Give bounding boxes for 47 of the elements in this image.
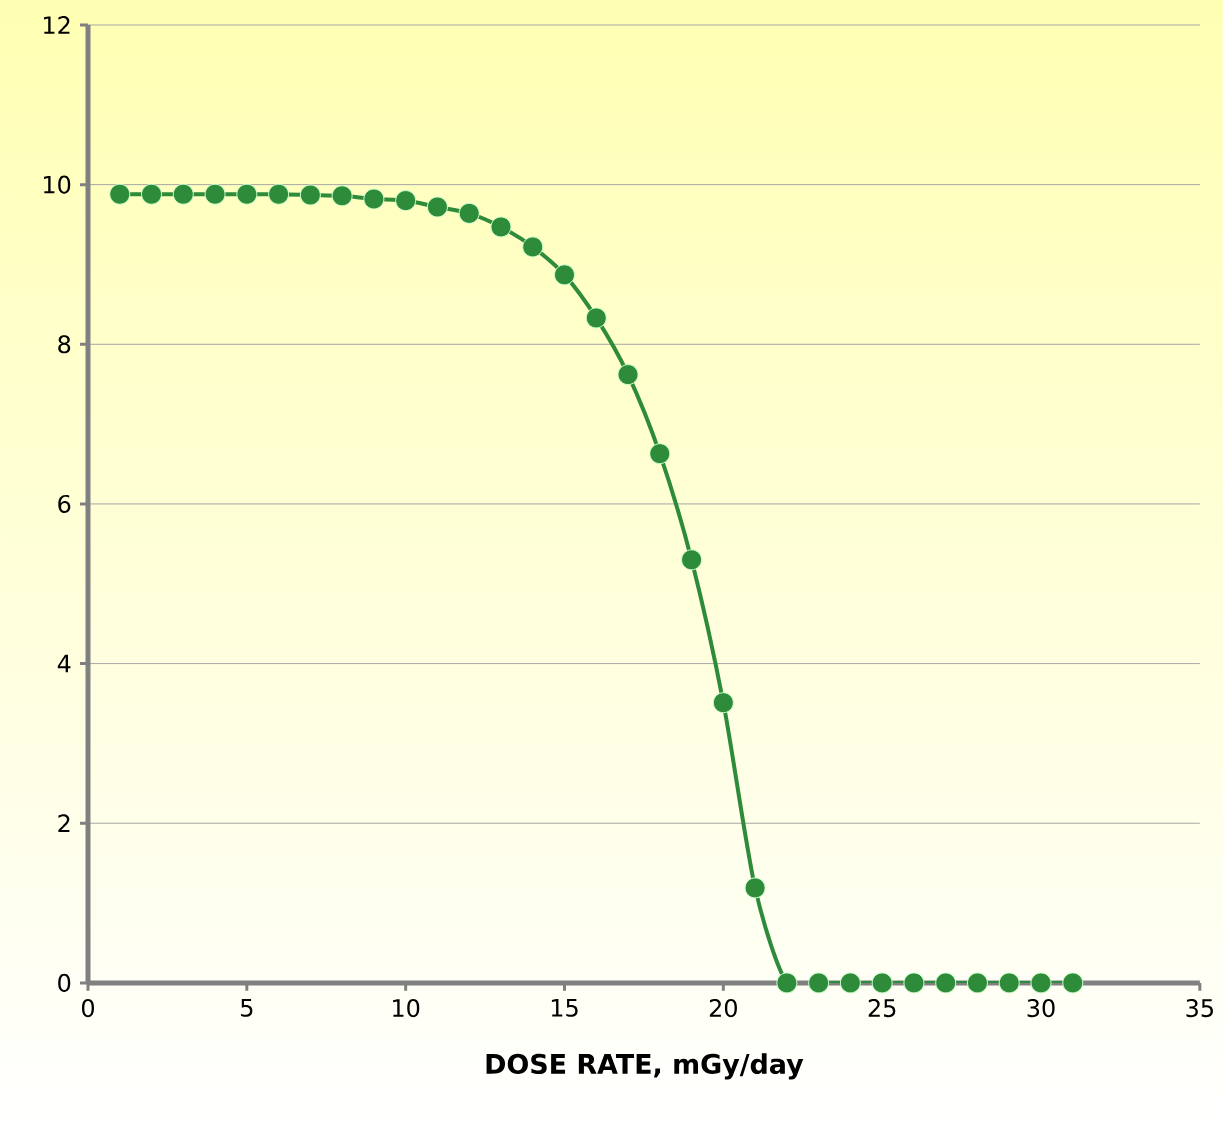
point: [1030, 972, 1052, 994]
point: [395, 190, 417, 212]
point: [331, 185, 353, 207]
point: [522, 236, 544, 258]
x-tick-label: 25: [868, 999, 896, 1018]
point: [744, 877, 766, 899]
point: [935, 972, 957, 994]
y-tick-label: 12: [44, 16, 70, 34]
x-axis-title: DOSE RATE, mGy/day: [486, 1053, 804, 1080]
point: [268, 183, 290, 205]
point: [617, 364, 639, 386]
point: [490, 216, 512, 238]
point: [712, 692, 734, 714]
x-tick-label: 35: [1186, 999, 1213, 1018]
point: [554, 264, 575, 286]
point: [681, 549, 703, 571]
y-tick-label: 0: [58, 973, 71, 992]
x-tick-label: 20: [709, 999, 737, 1018]
y-tick-label: 2: [58, 814, 70, 833]
x-tick-label: 0: [81, 999, 95, 1018]
x-tick-label: 10: [393, 999, 420, 1018]
x-tick-label: 15: [551, 999, 578, 1017]
point: [808, 972, 830, 994]
point: [903, 972, 925, 994]
point: [299, 184, 321, 206]
point: [172, 183, 194, 205]
x-tick-label: 5: [241, 999, 253, 1017]
point: [649, 443, 671, 465]
point: [966, 972, 988, 994]
point: [363, 188, 385, 210]
point: [839, 972, 861, 994]
point: [109, 183, 131, 205]
point: [426, 196, 448, 218]
y-tick-label: 10: [44, 175, 71, 194]
point: [871, 972, 893, 994]
x-tick-label: 30: [1027, 999, 1055, 1018]
point: [236, 183, 258, 205]
point: [1062, 972, 1084, 994]
point: [998, 972, 1020, 994]
y-tick-label: 6: [58, 494, 71, 514]
point: [458, 202, 480, 224]
point: [141, 183, 163, 205]
point: [585, 307, 607, 329]
point: [204, 183, 226, 205]
y-tick-label: 8: [58, 335, 71, 354]
y-tick-label: 4: [57, 654, 71, 673]
point: [776, 972, 798, 994]
